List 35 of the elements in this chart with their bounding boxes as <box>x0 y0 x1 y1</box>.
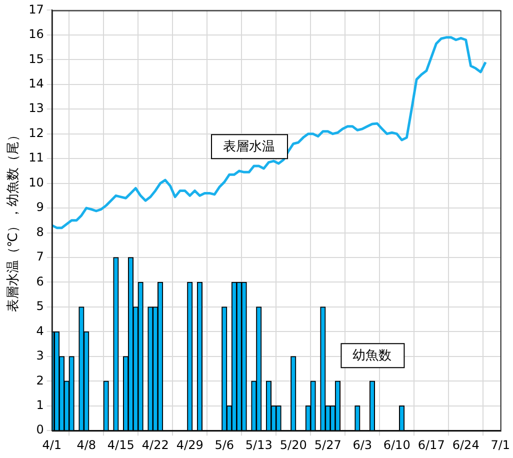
y-tick-label: 0 <box>36 422 44 437</box>
y-tick-label: 15 <box>28 52 44 66</box>
x-tick-label: 5/6 <box>214 438 234 452</box>
y-tick-label: 5 <box>36 299 44 314</box>
y-tick-label: 6 <box>36 274 44 288</box>
y-tick-label: 3 <box>36 348 44 363</box>
y-tick-label: 12 <box>28 126 44 140</box>
y-tick-label: 11 <box>28 150 44 165</box>
x-tick-label: 4/8 <box>76 438 96 452</box>
y-tick-label: 16 <box>28 27 44 42</box>
series-label: 表層水温 <box>223 140 275 155</box>
y-tick-label: 1 <box>36 398 44 412</box>
x-tick-label: 6/24 <box>452 438 480 452</box>
y-axis-title: 表層水温（℃），幼魚数（尾） <box>6 128 22 312</box>
x-tick-label: 6/10 <box>383 438 410 452</box>
x-tick-label: 5/20 <box>280 438 307 452</box>
series-label: 幼魚数 <box>352 348 392 364</box>
x-tick-label: 5/13 <box>245 438 272 452</box>
x-tick-label: 4/15 <box>107 438 134 452</box>
y-tick-label: 7 <box>36 250 44 264</box>
y-tick-label: 10 <box>28 175 44 190</box>
y-tick-label: 2 <box>36 373 44 388</box>
x-tick-label: 6/3 <box>352 438 372 452</box>
y-tick-label: 14 <box>28 76 44 91</box>
y-tick-label: 9 <box>36 200 44 214</box>
y-tick-label: 4 <box>36 324 44 338</box>
y-tick-label: 13 <box>28 101 44 116</box>
y-tick-label: 17 <box>28 2 44 16</box>
x-tick-label: 6/17 <box>418 438 445 452</box>
x-tick-label: 4/22 <box>142 438 169 452</box>
x-tick-label: 4/29 <box>176 438 204 452</box>
y-tick-label: 8 <box>36 224 44 239</box>
x-tick-label: 4/1 <box>42 438 62 452</box>
x-tick-label: 5/27 <box>314 438 342 452</box>
x-tick-label: 7/1 <box>490 438 510 452</box>
